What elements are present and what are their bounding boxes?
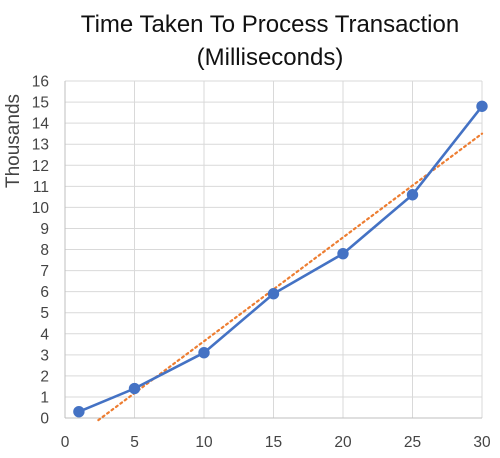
- x-tick-label: 25: [404, 434, 421, 451]
- x-tick-label: 10: [195, 434, 213, 451]
- axes: [64, 81, 482, 419]
- chart-title-line1: Time Taken To Process Transaction: [80, 11, 460, 38]
- y-tick-label: 6: [40, 284, 49, 301]
- y-tick-label: 11: [33, 179, 49, 196]
- y-tick-label: 7: [40, 263, 49, 280]
- y-tick-label: 16: [32, 74, 49, 91]
- y-tick-label: 8: [40, 242, 49, 259]
- series-group: [73, 100, 488, 418]
- chart-title-line2: (Milliseconds): [196, 44, 344, 71]
- data-point: [267, 288, 280, 300]
- chart-title: Time Taken To Process Transaction (Milli…: [0, 8, 500, 74]
- y-tick-label: 14: [32, 116, 50, 133]
- x-tick-label: 0: [61, 434, 70, 451]
- y-tick-label: 1: [40, 389, 49, 406]
- y-tick-label: 12: [32, 158, 49, 175]
- y-tick-label: 15: [32, 95, 49, 112]
- data-point: [73, 405, 85, 418]
- y-tick-label: 9: [40, 221, 49, 238]
- data-point: [198, 347, 210, 359]
- y-tick-label: 2: [40, 368, 49, 385]
- x-tick-label: 30: [473, 434, 491, 451]
- data-point: [476, 100, 488, 112]
- x-tick-label: 20: [334, 434, 352, 451]
- y-tick-label: 4: [40, 326, 49, 343]
- x-tick-label: 5: [130, 434, 139, 451]
- y-tick-label: 13: [32, 137, 49, 154]
- y-tick-label: 5: [40, 305, 49, 322]
- trendline: [97, 132, 484, 422]
- x-tick-label: 15: [265, 434, 282, 451]
- data-point: [337, 248, 349, 260]
- trendline-group: [97, 132, 484, 422]
- series-line: [78, 105, 484, 413]
- gridlines: [65, 80, 483, 418]
- data-point: [406, 189, 419, 201]
- data-point: [128, 382, 141, 395]
- y-tick-label: 3: [40, 347, 49, 364]
- y-axis-label: Thousands: [3, 94, 24, 188]
- y-tick-label: 10: [32, 200, 50, 217]
- y-tick-label: 0: [40, 411, 49, 428]
